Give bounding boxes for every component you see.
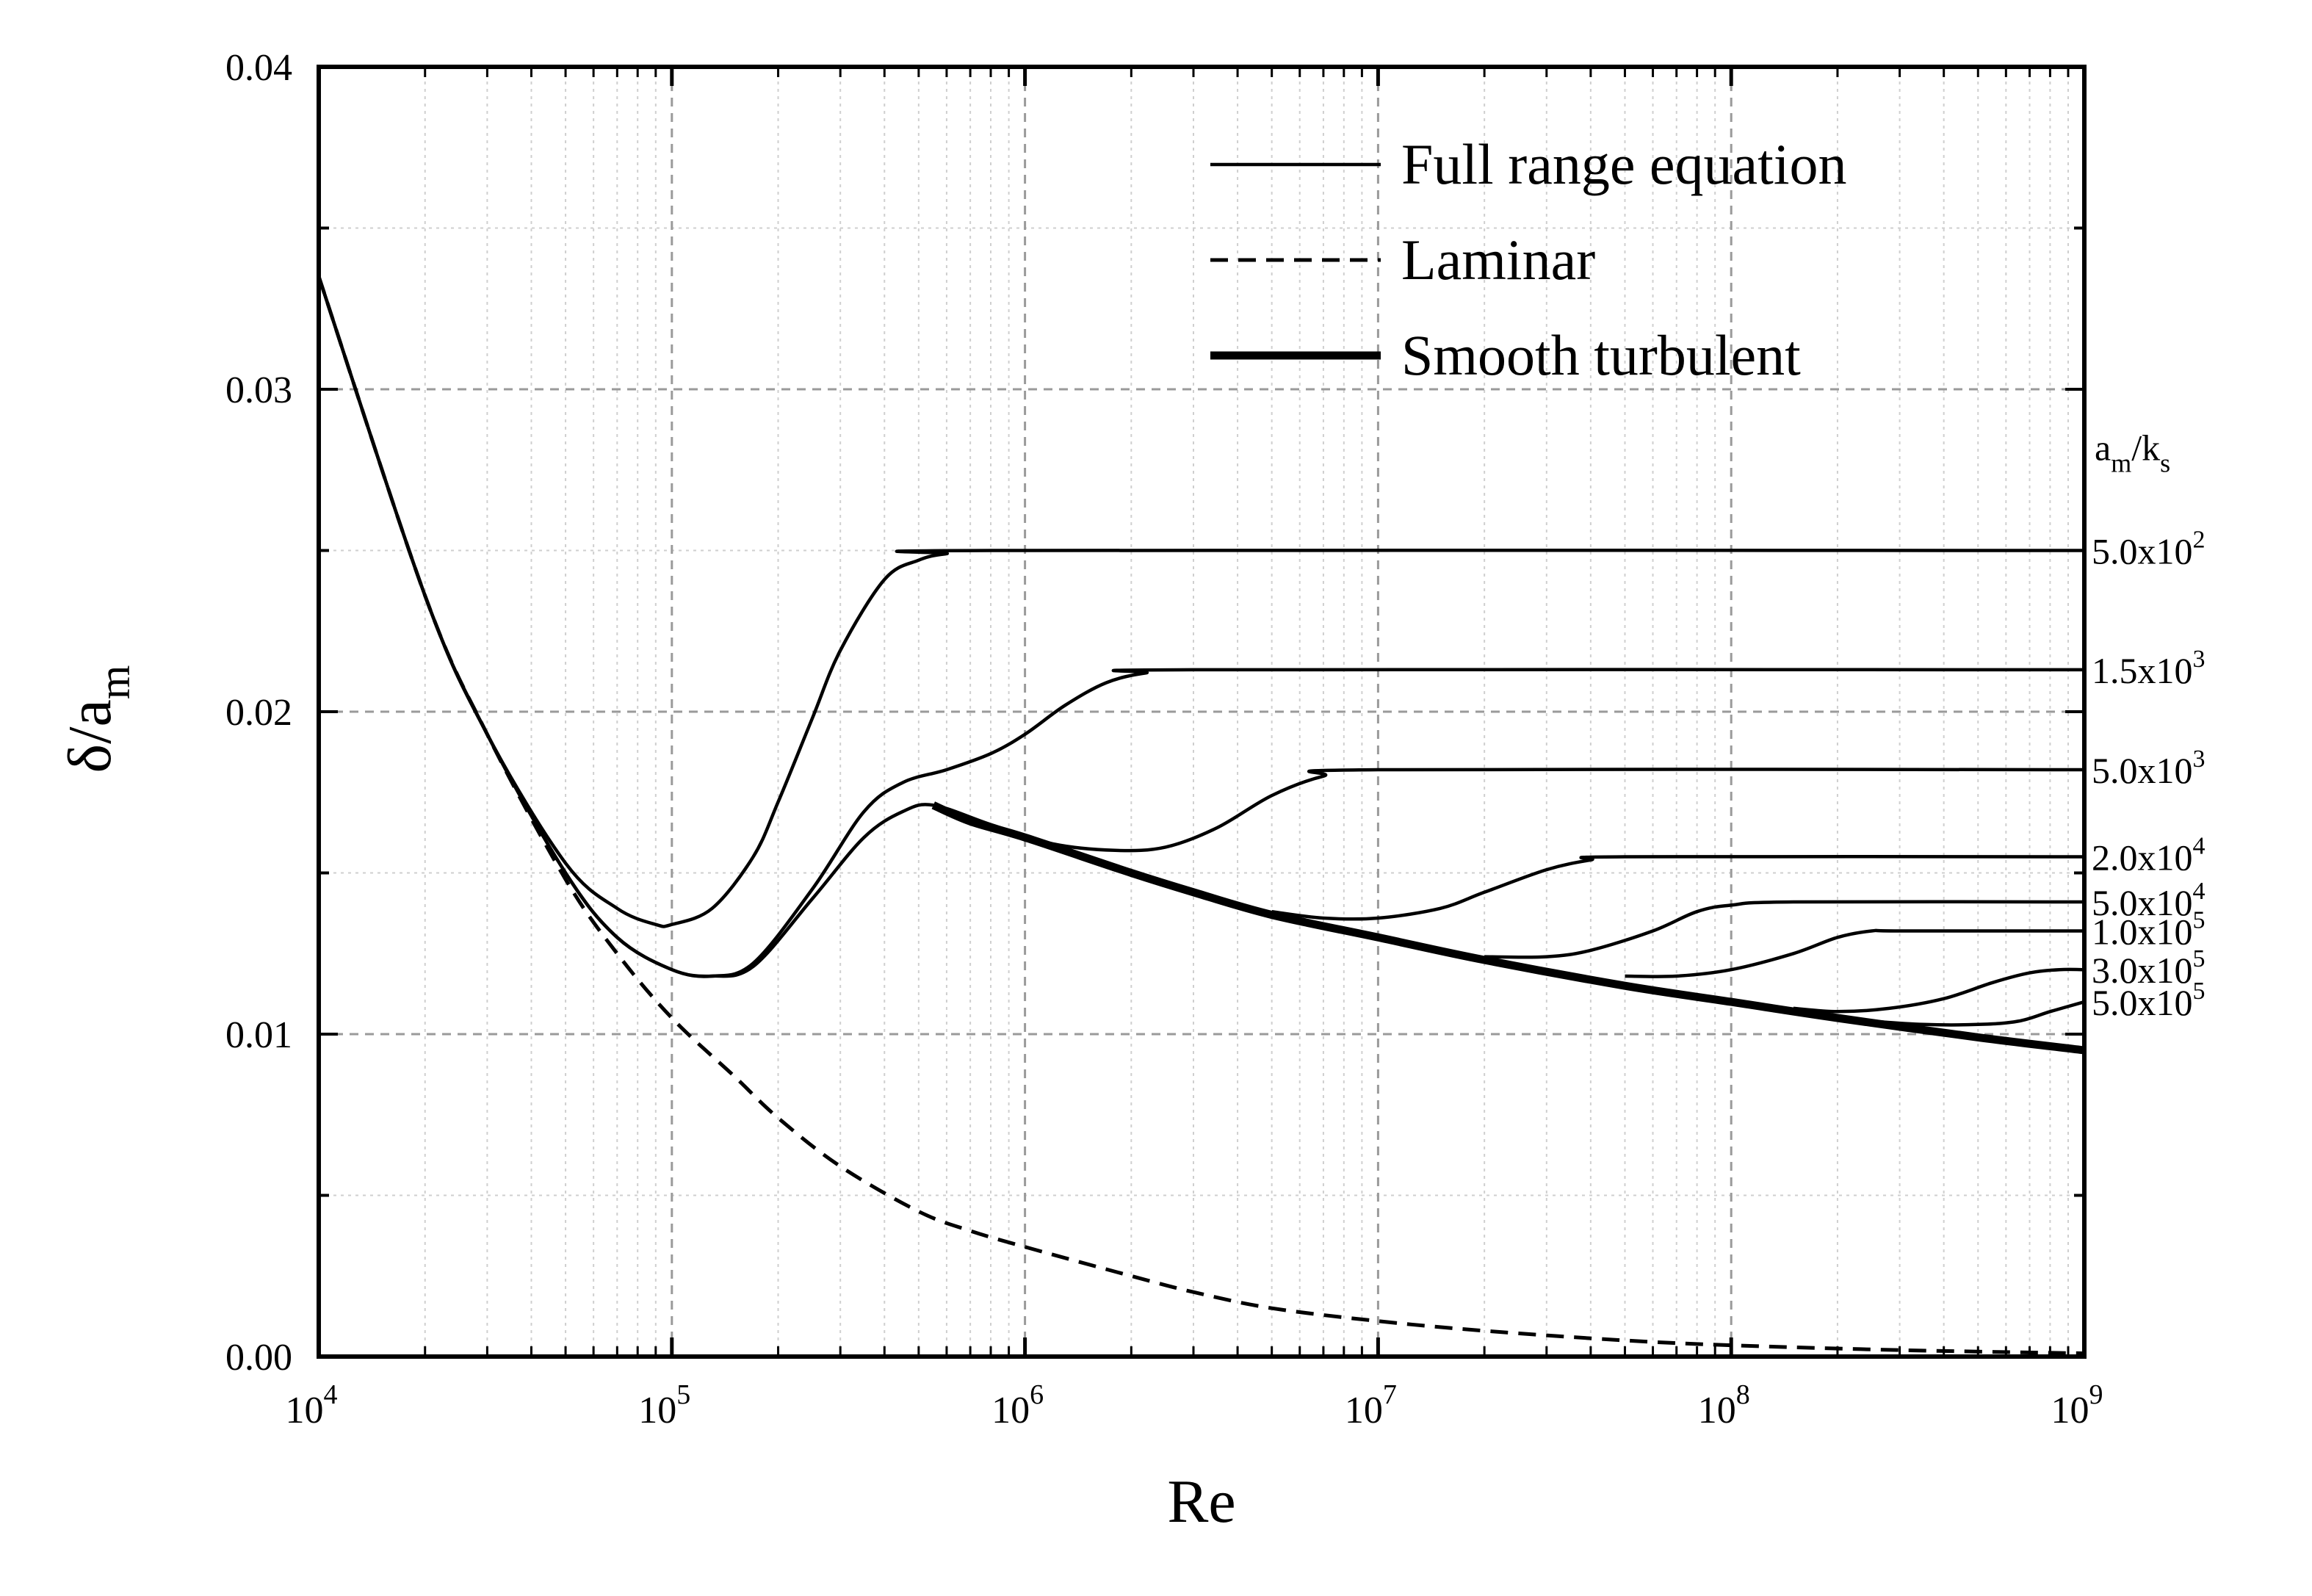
curve-label-base: 5.0x10 <box>2092 531 2193 572</box>
curve-label: 5.0x104 <box>2092 878 2206 923</box>
curve-label-base: 2.0x10 <box>2092 837 2193 878</box>
y-tick-label: 0.02 <box>225 692 292 734</box>
legend-label: Smooth turbulent <box>1401 323 1801 387</box>
legend-label: Full range equation <box>1401 132 1847 196</box>
y-tick-label: 0.03 <box>225 369 292 411</box>
legend-label: Laminar <box>1401 228 1595 292</box>
x-tick-label-exp: 4 <box>324 1379 338 1410</box>
curve-label-exp: 5 <box>2193 978 2206 1005</box>
curve-labels: 5.0x1021.5x1035.0x1032.0x1045.0x1041.0x1… <box>2092 527 2206 1024</box>
x-axis-title: Re <box>1167 1467 1235 1536</box>
x-tick-label: 104 <box>286 1379 338 1431</box>
x-tick-label-base: 10 <box>2051 1390 2089 1431</box>
curve-label-exp: 5 <box>2193 907 2206 934</box>
x-tick-label-exp: 5 <box>676 1379 690 1410</box>
x-tick-label-exp: 8 <box>1736 1379 1750 1410</box>
series-full-range-50x10e4 <box>1484 900 2085 959</box>
curve-label: 1.0x105 <box>2092 907 2206 953</box>
curve-header-sub-s: s <box>2160 449 2170 478</box>
curve-label: 3.0x105 <box>2092 945 2206 991</box>
x-tick-label-base: 10 <box>638 1390 676 1431</box>
curve-label-base: 5.0x10 <box>2092 750 2193 791</box>
curve-label-exp: 5 <box>2193 945 2206 972</box>
y-tick-label: 0.04 <box>225 47 292 89</box>
curve-label-base: 1.0x10 <box>2092 911 2193 953</box>
curve-label-exp: 4 <box>2193 833 2206 860</box>
x-tick-label: 107 <box>1345 1379 1397 1431</box>
curve-header-slash-k: /k <box>2131 427 2160 469</box>
x-tick-label-base: 10 <box>286 1390 324 1431</box>
y-axis-title-main: δ/a <box>56 699 124 773</box>
curve-label: 5.0x103 <box>2092 745 2206 791</box>
x-tick-label-exp: 9 <box>2089 1379 2103 1410</box>
curve-header-a: a <box>2095 427 2111 469</box>
curve-label-base: 1.5x10 <box>2092 650 2193 691</box>
curve-label-exp: 4 <box>2193 878 2206 905</box>
curve-label-base: 5.0x10 <box>2092 882 2193 923</box>
curve-label: 5.0x102 <box>2092 527 2206 572</box>
y-axis-title-sub: m <box>90 665 139 700</box>
y-axis-title: δ/am <box>56 665 139 773</box>
curve-label: 1.5x103 <box>2092 646 2206 691</box>
curve-label-exp: 3 <box>2193 745 2206 773</box>
x-tick-label-base: 10 <box>1345 1390 1383 1431</box>
series-smooth-turbulent <box>931 801 2085 1055</box>
legend: Full range equation Laminar Smooth turbule… <box>1210 132 1847 387</box>
series-full-range-50x10e5 <box>1871 1000 2085 1027</box>
axis-ticks <box>317 65 2087 1358</box>
curve-label: 5.0x105 <box>2092 978 2206 1023</box>
x-tick-label-base: 10 <box>991 1390 1030 1431</box>
x-tick-label: 106 <box>991 1379 1044 1431</box>
x-tick-label-exp: 7 <box>1383 1379 1397 1410</box>
y-tick-label: 0.01 <box>225 1014 292 1056</box>
series-full-range-50x10e3 <box>317 275 2085 978</box>
x-tick-label: 105 <box>638 1379 690 1431</box>
curve-label: 2.0x104 <box>2092 833 2206 878</box>
series-full-range-10x10e5 <box>1625 928 2084 978</box>
x-tick-label-exp: 6 <box>1030 1379 1044 1410</box>
x-tick-label: 109 <box>2051 1379 2103 1431</box>
y-tick-label: 0.00 <box>225 1337 292 1379</box>
curve-label-header: am/ks <box>2095 427 2170 478</box>
plot-series <box>317 275 2085 1356</box>
curve-label-exp: 3 <box>2193 646 2206 673</box>
series-full-range-20x10e4 <box>1271 854 2085 921</box>
curve-label-base: 5.0x10 <box>2092 982 2193 1023</box>
curve-label-base: 3.0x10 <box>2092 950 2193 991</box>
x-tick-label-base: 10 <box>1698 1390 1736 1431</box>
series-full-range-30x10e5 <box>1793 967 2085 1014</box>
x-tick-label: 108 <box>1698 1379 1750 1431</box>
curve-label-exp: 2 <box>2193 527 2206 554</box>
curve-header-sub-m: m <box>2111 449 2131 478</box>
